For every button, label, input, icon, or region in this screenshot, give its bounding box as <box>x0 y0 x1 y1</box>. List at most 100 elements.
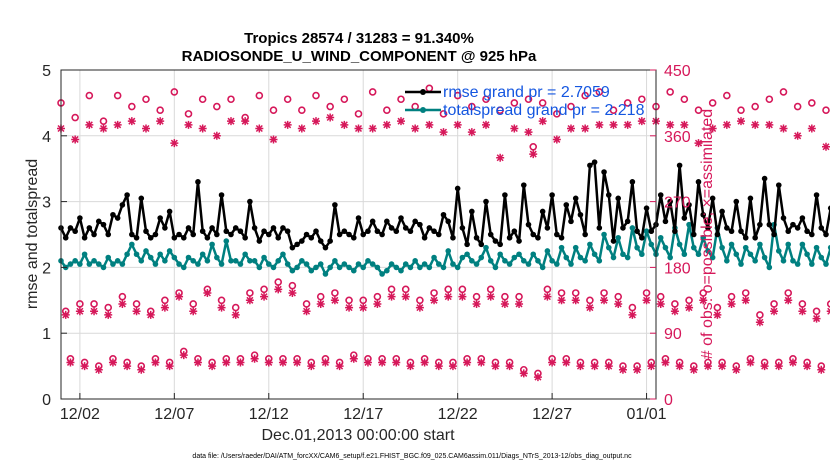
rmse-point <box>374 228 381 235</box>
obs-possible-point <box>90 300 98 308</box>
x-tick-label: 12/22 <box>438 406 478 423</box>
y-right-tick-label: 90 <box>664 326 682 343</box>
rmse-point <box>412 218 418 225</box>
totalspread-point <box>591 251 598 258</box>
rmse-point <box>629 179 636 185</box>
obs-assimilated-point <box>585 303 594 312</box>
rmse-point <box>360 231 367 238</box>
obs-assimilated-point <box>510 124 519 133</box>
totalspread-point <box>228 258 234 264</box>
obs-assimilated-point <box>604 362 613 371</box>
obs-assimilated-point <box>519 369 528 378</box>
obs-assimilated-point <box>774 362 783 371</box>
obs-assimilated-point <box>406 362 415 371</box>
rmse-point <box>232 225 239 231</box>
obs-assimilated-point <box>321 358 330 367</box>
rmse-point <box>223 228 230 235</box>
obs-assimilated-point <box>718 362 727 371</box>
obs-assimilated-point <box>732 365 741 374</box>
obs-possible-point <box>288 281 297 290</box>
obs-assimilated-point <box>236 358 245 367</box>
rmse-point <box>450 234 456 241</box>
obs-possible-point <box>737 106 745 115</box>
obs-assimilated-point <box>670 307 679 316</box>
rmse-point <box>827 205 830 211</box>
rmse-point <box>228 231 234 238</box>
rmse-point <box>719 208 725 215</box>
obs-possible-point <box>666 88 674 96</box>
rmse-point <box>350 234 357 241</box>
obs-assimilated-point <box>741 296 750 305</box>
y-left-tick-label: 5 <box>42 63 51 80</box>
obs-assimilated-point <box>137 365 146 374</box>
totalspread-point <box>247 258 253 264</box>
legend-rmse-marker <box>420 89 426 95</box>
totalspread-point <box>185 254 192 261</box>
rmse-point <box>379 231 385 238</box>
obs-possible-point <box>156 106 164 115</box>
totalspread-point <box>138 258 145 264</box>
totalspread-point <box>355 261 362 267</box>
totalspread-point <box>620 251 626 258</box>
totalspread-point <box>190 258 197 264</box>
totalspread-point <box>705 248 711 254</box>
rmse-point <box>714 231 721 238</box>
totalspread-point <box>171 254 178 261</box>
rmse-point <box>157 215 163 221</box>
obs-assimilated-point <box>482 120 490 129</box>
obs-possible-point <box>524 95 533 104</box>
totalspread-point <box>77 261 83 267</box>
rmse-point <box>431 228 437 235</box>
rmse-point <box>554 231 560 238</box>
totalspread-point <box>506 261 513 267</box>
obs-assimilated-point <box>576 362 585 371</box>
obs-possible-point <box>826 300 830 308</box>
totalspread-point <box>596 258 603 264</box>
totalspread-point <box>775 248 782 254</box>
rmse-point <box>265 231 272 238</box>
rmse-point <box>634 228 640 235</box>
totalspread-point <box>133 251 140 258</box>
rmse-point <box>738 228 744 235</box>
totalspread-point <box>483 244 489 251</box>
obs-assimilated-point <box>312 117 320 126</box>
rmse-point <box>478 241 485 248</box>
rmse-point <box>790 221 796 228</box>
series-obs_possible <box>57 84 830 378</box>
rmse-point <box>757 221 763 228</box>
rmse-point <box>667 198 673 205</box>
obs-possible-point <box>354 110 363 118</box>
rmse-point <box>336 231 343 238</box>
totalspread-point <box>214 254 220 261</box>
totalspread-point <box>162 258 168 264</box>
rmse-point <box>530 231 537 238</box>
y-axis-right-label: # of obs: o=possible; ×=assimilated <box>699 109 716 359</box>
totalspread-point <box>780 258 787 264</box>
rmse-point <box>733 198 740 205</box>
obs-assimilated-point <box>793 131 802 140</box>
rmse-point <box>700 211 707 218</box>
obs-possible-point <box>170 88 179 96</box>
totalspread-point <box>742 244 749 251</box>
totalspread-point <box>251 258 258 264</box>
obs-possible-point <box>808 99 816 107</box>
totalspread-point <box>223 238 230 244</box>
obs-assimilated-point <box>699 296 708 305</box>
data-file-footnote: data file: /Users/raeder/DAI/ATM_forcXX/… <box>192 453 632 460</box>
obs-assimilated-point <box>330 296 339 305</box>
obs-assimilated-point <box>689 365 698 374</box>
y-left-tick-label: 1 <box>42 326 51 343</box>
rmse-point <box>176 231 182 238</box>
rmse-point <box>563 202 570 208</box>
totalspread-point <box>700 234 707 241</box>
obs-possible-point <box>515 292 523 301</box>
totalspread-point <box>809 261 815 267</box>
totalspread-point <box>421 261 428 267</box>
totalspread-point <box>554 261 560 267</box>
rmse-point <box>341 228 348 235</box>
obs-possible-point <box>373 292 382 301</box>
obs-possible-point <box>699 289 708 297</box>
obs-possible-point <box>326 102 334 111</box>
totalspread-point <box>690 244 697 251</box>
rmse-point <box>435 231 442 238</box>
